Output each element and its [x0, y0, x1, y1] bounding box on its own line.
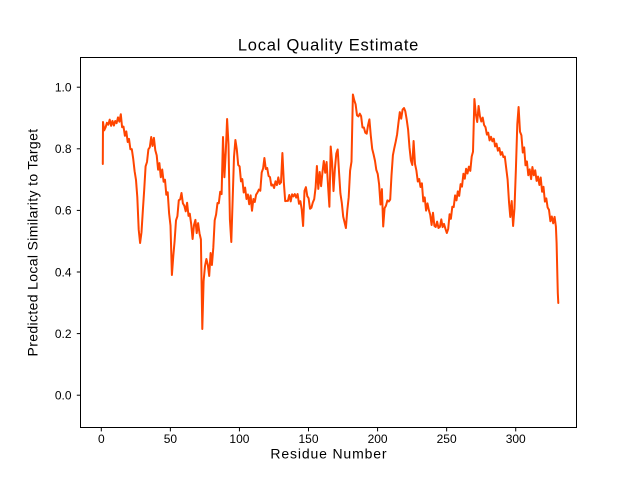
- svg-text:50: 50: [164, 432, 178, 446]
- svg-text:150: 150: [298, 432, 318, 446]
- svg-text:0.0: 0.0: [55, 389, 72, 403]
- svg-text:300: 300: [506, 432, 526, 446]
- svg-text:Local Quality Estimate: Local Quality Estimate: [238, 37, 419, 55]
- svg-text:0.2: 0.2: [55, 327, 72, 341]
- svg-text:200: 200: [368, 432, 388, 446]
- svg-text:0.6: 0.6: [55, 204, 72, 218]
- svg-text:Predicted Local Similarity to: Predicted Local Similarity to Target: [25, 129, 41, 357]
- svg-text:0: 0: [98, 432, 105, 446]
- svg-text:100: 100: [229, 432, 249, 446]
- svg-text:250: 250: [437, 432, 457, 446]
- svg-text:Residue Number: Residue Number: [270, 446, 387, 462]
- svg-text:0.8: 0.8: [55, 142, 72, 156]
- svg-text:0.4: 0.4: [55, 265, 72, 279]
- svg-text:1.0: 1.0: [55, 81, 72, 95]
